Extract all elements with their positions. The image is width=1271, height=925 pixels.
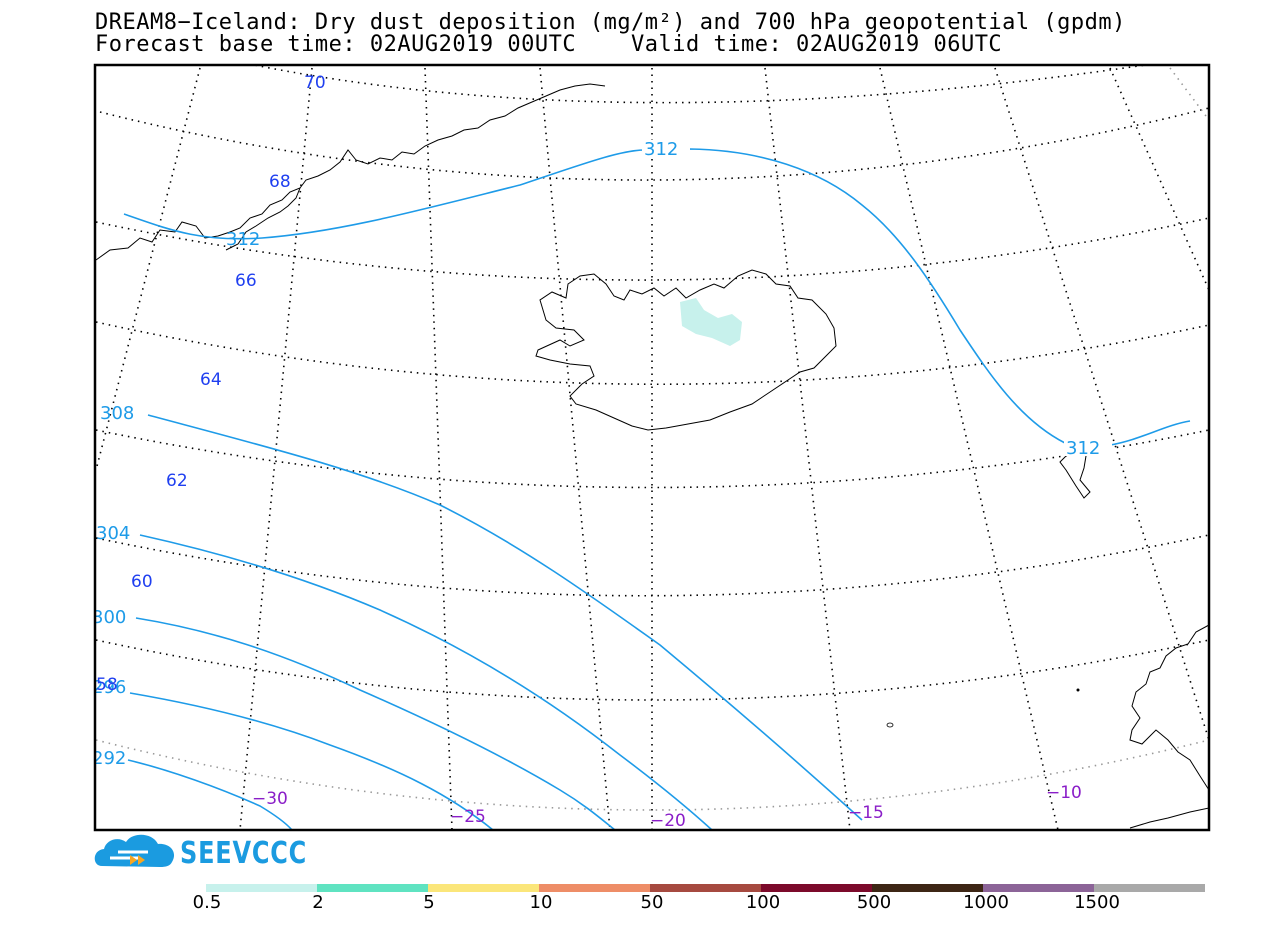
geo-label: 312 [226, 229, 260, 250]
colorbar-label: 5 [423, 892, 435, 913]
geo-label: 300 [92, 607, 126, 628]
colorbar-segment [872, 884, 983, 892]
map-subtitle-times: Forecast base time: 02AUG2019 00UTC Vali… [95, 32, 1003, 57]
colorbar-label: 50 [640, 892, 664, 913]
colorbar-label: 1500 [1074, 892, 1120, 913]
map-content: 312 312 312 308 304 300 296 292 70 68 66… [92, 65, 1209, 831]
geo-label: 308 [100, 403, 134, 424]
latitude-label: 66 [235, 271, 257, 291]
geo-label: 312 [644, 139, 678, 160]
longitude-label: −15 [848, 803, 884, 823]
colorbar-label: 10 [529, 892, 553, 913]
colorbar-label: 2 [312, 892, 324, 913]
longitude-label: −10 [1046, 783, 1082, 803]
longitude-label: −30 [252, 789, 288, 809]
iceland-coastline [535, 269, 837, 431]
dust-deposition-patch [680, 298, 742, 346]
longitude-label-group: −30 −25 −20 −15 −10 [252, 783, 1082, 831]
greenland-inland-edge [225, 187, 301, 251]
colorbar-segment [539, 884, 650, 892]
map-title: DREAM8−Iceland: Dry dust deposition (mg/… [95, 10, 1126, 35]
geo-label: 296 [92, 677, 126, 698]
latitude-label: 60 [131, 572, 153, 592]
latitude-label-group: 70 68 66 64 62 60 58 [96, 73, 326, 695]
colorbar-label: 1000 [963, 892, 1009, 913]
latitude-label: 62 [166, 471, 188, 491]
longitude-label: −20 [650, 811, 686, 831]
longitude-grid [95, 67, 1209, 830]
latitude-label: 58 [96, 675, 118, 695]
geo-label: 292 [92, 748, 126, 769]
colorbar-segment [761, 884, 872, 892]
latitude-label: 70 [304, 73, 326, 93]
latitude-label: 68 [269, 172, 291, 192]
colorbar [206, 884, 1205, 892]
colorbar-label: 500 [856, 892, 892, 913]
colorbar-label: 0.5 [192, 892, 222, 913]
norway-coastline [1129, 624, 1209, 829]
latitude-grid [95, 65, 1209, 811]
colorbar-segment [1094, 884, 1205, 892]
geo-label: 312 [1066, 438, 1100, 459]
geo-label: 304 [96, 523, 130, 544]
colorbar-segment [428, 884, 539, 892]
colorbar-segment [983, 884, 1094, 892]
seevccc-logo-text: SEEVCCC [180, 836, 308, 871]
map-frame [93, 63, 1211, 832]
colorbar-label: 100 [745, 892, 781, 913]
geopotential-label-group: 312 312 312 308 304 300 296 292 [92, 139, 1112, 769]
greenland-coastline [95, 83, 606, 261]
colorbar-segment [206, 884, 317, 892]
seevccc-cloud-icon [94, 834, 175, 867]
latitude-label: 64 [200, 370, 222, 390]
colorbar-segment [650, 884, 761, 892]
longitude-label: −25 [450, 807, 486, 827]
geopotential-contours [123, 148, 1191, 830]
colorbar-segment [317, 884, 428, 892]
